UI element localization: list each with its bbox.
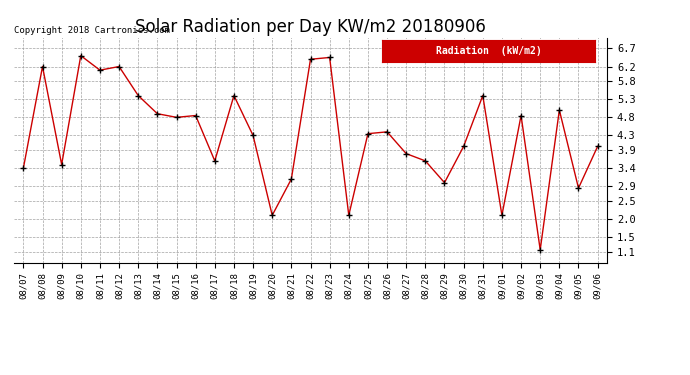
Text: Copyright 2018 Cartronics.com: Copyright 2018 Cartronics.com <box>14 26 170 35</box>
Title: Solar Radiation per Day KW/m2 20180906: Solar Radiation per Day KW/m2 20180906 <box>135 18 486 36</box>
